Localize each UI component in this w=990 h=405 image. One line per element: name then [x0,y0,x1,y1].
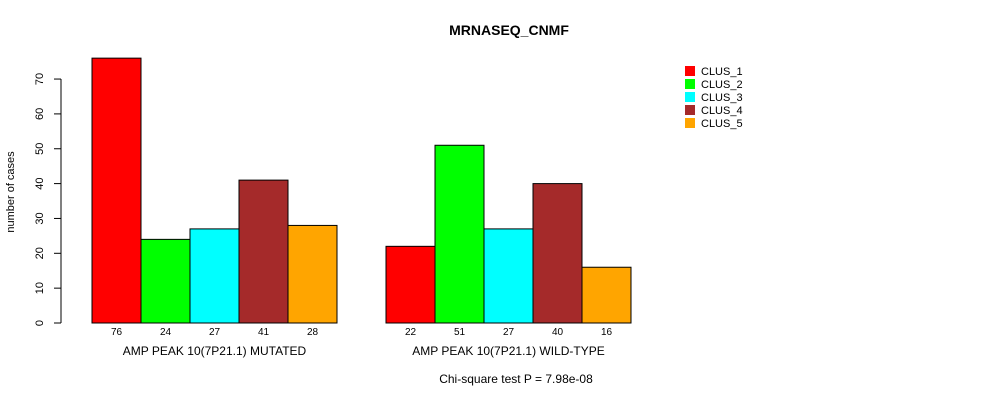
legend-swatch [685,79,695,89]
y-tick-label: 60 [34,108,46,120]
bar-value-label: 27 [209,327,221,338]
bar-value-label: 40 [552,327,564,338]
footnote: Chi-square test P = 7.98e-08 [439,372,593,386]
y-axis-label: number of cases [5,151,17,233]
bar-value-labels: 76 24 27 41 28 22 51 27 40 16 [111,327,613,338]
bar [581,266,632,324]
legend-label: CLUS_3 [701,92,743,104]
bar [238,179,289,324]
y-tick-label: 10 [34,282,46,294]
y-tick-label: 50 [34,143,46,155]
bar [140,238,191,324]
bar-value-label: 51 [454,327,466,338]
bar-value-label: 22 [405,327,417,338]
bar [483,228,534,324]
legend-label: CLUS_2 [701,79,743,91]
legend-swatch [685,105,695,115]
bar [189,228,240,324]
legend-swatch [685,118,695,128]
y-tick-label: 20 [34,247,46,259]
chart-title: MRNASEQ_CNMF [449,22,569,38]
group-label: AMP PEAK 10(7P21.1) MUTATED [123,344,307,358]
bar-value-label: 16 [601,327,613,338]
legend-swatch [685,66,695,76]
bar [91,57,142,324]
legend-swatch [685,92,695,102]
bars [91,57,632,324]
y-tick-label: 40 [34,177,46,189]
bar-value-label: 41 [258,327,270,338]
bar-value-label: 24 [160,327,172,338]
bar [287,224,338,324]
bar [385,245,436,324]
bar [434,144,485,324]
group-label: AMP PEAK 10(7P21.1) WILD-TYPE [412,344,605,358]
bar [532,183,583,324]
bar-value-label: 28 [307,327,319,338]
legend-label: CLUS_1 [701,66,743,78]
bar-value-label: 76 [111,327,123,338]
group-labels: AMP PEAK 10(7P21.1) MUTATED AMP PEAK 10(7… [123,344,605,358]
legend-label: CLUS_5 [701,118,743,130]
bar-value-label: 27 [503,327,515,338]
y-tick-label: 30 [34,212,46,224]
legend-label: CLUS_4 [701,105,743,117]
y-tick-label: 70 [34,73,46,85]
y-tick-label: 0 [34,320,46,326]
y-axis: 0 10 20 30 40 50 60 70 [34,73,62,326]
